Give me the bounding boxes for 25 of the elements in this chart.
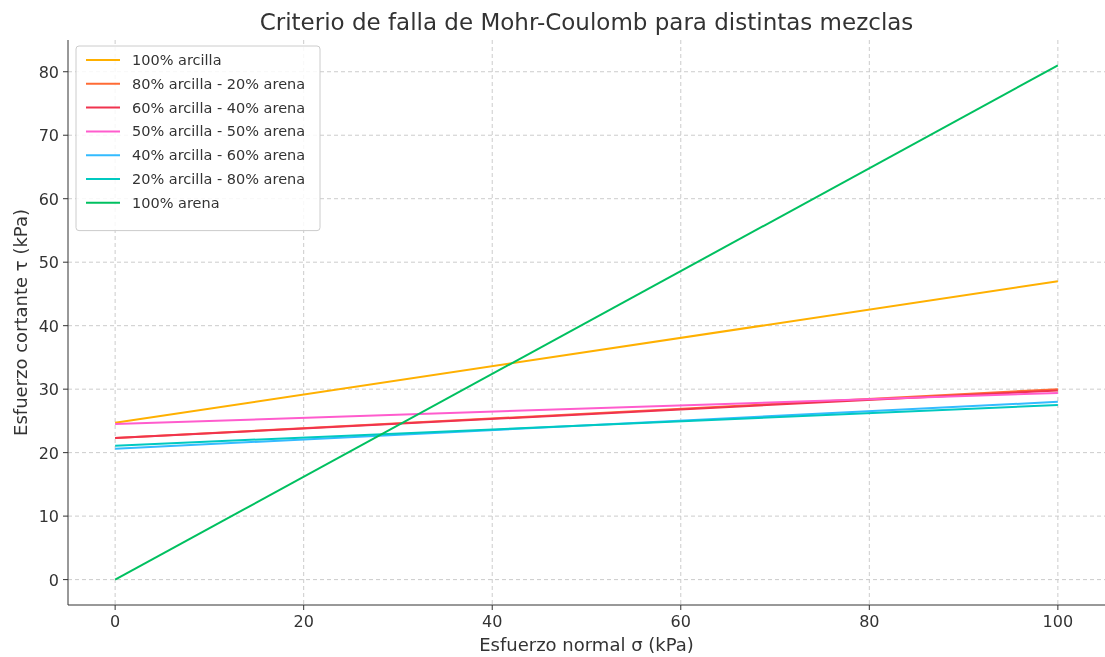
legend-label: 50% arcilla - 50% arena	[132, 123, 306, 140]
legend-label: 40% arcilla - 60% arena	[132, 147, 306, 164]
y-tick-label: 70	[38, 126, 59, 146]
legend-label: 100% arcilla	[132, 52, 222, 68]
x-tick-label: 100	[1042, 612, 1074, 631]
y-tick-label: 80	[38, 62, 59, 82]
x-tick-label: 20	[293, 612, 314, 631]
y-tick-label: 50	[38, 253, 59, 273]
legend-label: 80% arcilla - 20% arena	[132, 75, 306, 92]
x-tick-label: 80	[859, 612, 880, 631]
y-tick-label: 30	[38, 380, 59, 400]
y-tick-label: 60	[38, 189, 59, 209]
chart-title: Criterio de falla de Mohr-Coulomb para distintas mezclas	[259, 9, 914, 35]
legend-label: 100% arena	[132, 194, 220, 211]
legend-label: 20% arcilla - 80% arena	[132, 171, 306, 187]
x-tick-label: 40	[482, 612, 503, 631]
y-tick-label: 0	[48, 570, 59, 590]
x-tick-label: 60	[670, 612, 691, 631]
y-axis-title: Esfuerzo cortante τ (kPa)	[10, 209, 31, 436]
y-tick-label: 10	[38, 507, 59, 527]
x-tick-label: 0	[110, 612, 121, 631]
y-tick-label: 40	[38, 316, 59, 336]
y-tick-label: 20	[38, 443, 59, 463]
x-axis-title: Esfuerzo normal σ (kPa)	[479, 634, 694, 655]
legend-label: 60% arcilla - 40% arena	[132, 99, 306, 116]
